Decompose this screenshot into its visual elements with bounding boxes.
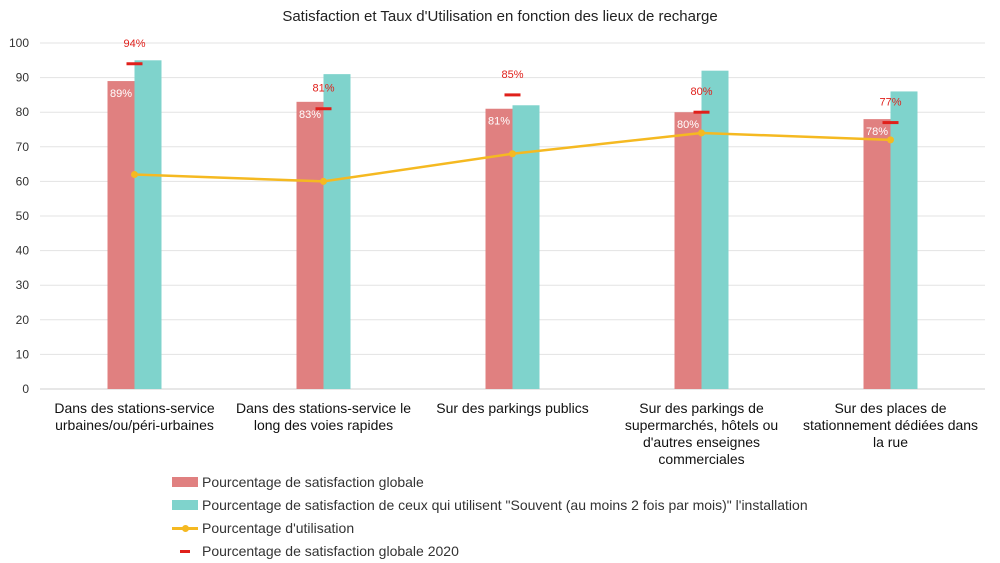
bar-frequent: [512, 105, 540, 389]
bar-frequent: [701, 70, 729, 390]
legend-item-satisfaction: Pourcentage de satisfaction globale: [172, 470, 808, 493]
x-category-label: commerciales: [658, 451, 744, 467]
x-category-label: urbaines/ou/péri-urbaines: [55, 417, 214, 433]
y-axis: 0 10 20 30 40 50 60 70 80 90 100: [9, 36, 29, 396]
usage-point: [320, 177, 327, 185]
usage-line: [131, 129, 894, 185]
usage-point: [509, 150, 516, 158]
data-label-satisfaction: 89%: [110, 88, 132, 100]
x-category-label: d'autres enseignes: [643, 434, 760, 450]
legend-label-satisfaction: Pourcentage de satisfaction globale: [202, 473, 424, 490]
usage-point: [131, 170, 138, 178]
legend-item-frequent: Pourcentage de satisfaction de ceux qui …: [172, 493, 808, 516]
chart-title: Satisfaction et Taux d'Utilisation en fo…: [282, 8, 717, 25]
bar-frequent: [134, 60, 162, 390]
data-label-2020: 94%: [123, 38, 145, 50]
bar-frequent: [323, 74, 351, 389]
y-tick-label: 70: [16, 140, 30, 154]
legend-swatch-frequent: [172, 499, 198, 510]
y-tick-label: 80: [16, 105, 30, 119]
bar-satisfaction: [107, 81, 135, 389]
x-category-label: stationnement dédiées dans: [803, 417, 978, 433]
x-category-label: Dans des stations-service: [54, 400, 215, 416]
data-label-satisfaction: 83%: [299, 109, 321, 121]
x-category-label: supermarchés, hôtels ou: [625, 417, 778, 433]
legend: Pourcentage de satisfaction globale Pour…: [172, 470, 808, 562]
y-tick-label: 50: [16, 209, 30, 223]
bars: [107, 60, 918, 390]
bar-satisfaction: [485, 108, 513, 390]
y-tick-label: 90: [16, 71, 30, 85]
data-label-2020: 77%: [879, 97, 901, 109]
data-labels: 89% 83% 81% 80% 78% 94% 81% 85% 80% 77%: [110, 38, 902, 138]
y-tick-label: 60: [16, 174, 30, 188]
x-category-label: la rue: [873, 434, 908, 450]
legend-item-2020: Pourcentage de satisfaction globale 2020: [172, 539, 808, 562]
y-tick-label: 40: [16, 244, 30, 258]
bar-satisfaction: [863, 119, 891, 390]
markers-2020: [126, 62, 899, 125]
x-category-label: Dans des stations-service le: [236, 400, 411, 416]
x-category-label: Sur des places de: [834, 400, 946, 416]
legend-item-usage: Pourcentage d'utilisation: [172, 516, 808, 539]
y-tick-label: 0: [22, 382, 29, 396]
y-tick-label: 10: [16, 347, 30, 361]
data-label-satisfaction: 80%: [677, 119, 699, 131]
data-label-2020: 85%: [501, 69, 523, 81]
legend-label-frequent: Pourcentage de satisfaction de ceux qui …: [202, 496, 808, 513]
bar-satisfaction: [674, 112, 702, 389]
y-tick-label: 30: [16, 278, 30, 292]
usage-point: [887, 136, 894, 144]
legend-swatch-usage: [172, 523, 198, 533]
y-tick-label: 100: [9, 36, 29, 50]
data-label-satisfaction: 78%: [866, 126, 888, 138]
data-label-satisfaction: 81%: [488, 116, 510, 128]
data-label-2020: 80%: [690, 86, 712, 98]
legend-swatch-2020: [172, 546, 198, 556]
legend-swatch-satisfaction: [172, 476, 198, 487]
legend-label-usage: Pourcentage d'utilisation: [202, 519, 355, 536]
x-category-label: Sur des parkings publics: [436, 400, 589, 416]
usage-point: [698, 129, 705, 137]
data-label-2020: 81%: [312, 83, 334, 95]
x-category-label: Sur des parkings de: [639, 400, 764, 416]
legend-label-2020: Pourcentage de satisfaction globale 2020: [202, 542, 459, 559]
x-axis: Dans des stations-serviceurbaines/ou/pér…: [54, 400, 978, 467]
y-tick-label: 20: [16, 313, 30, 327]
x-category-label: long des voies rapides: [254, 417, 393, 433]
bar-satisfaction: [296, 101, 324, 389]
bar-frequent: [890, 91, 918, 389]
